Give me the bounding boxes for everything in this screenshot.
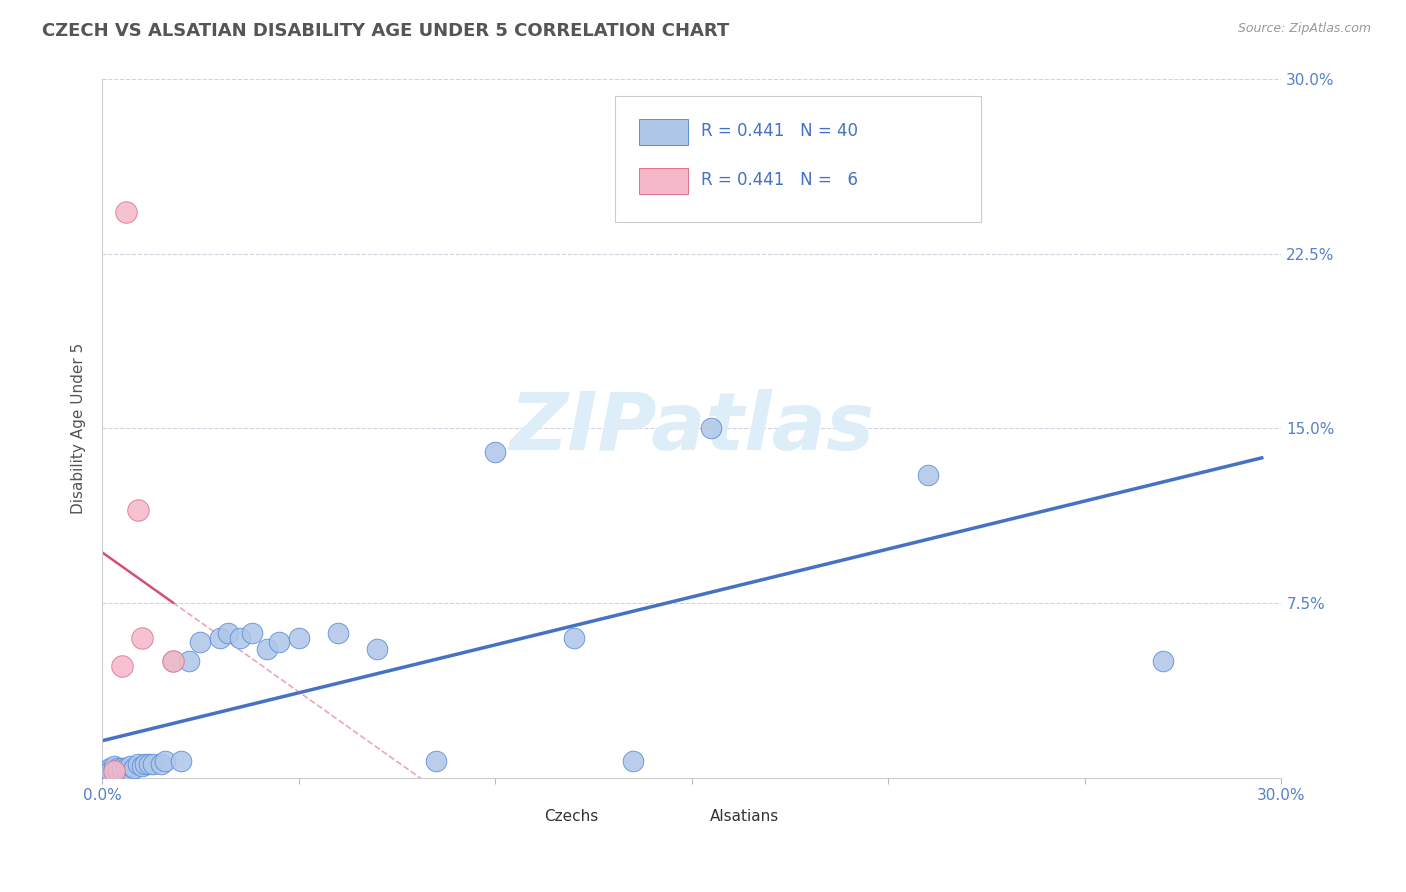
Point (229, 631, 252, 645)
Text: R = 0.441   N = 40: R = 0.441 N = 40 (702, 122, 858, 140)
FancyBboxPatch shape (668, 813, 702, 835)
Point (114, 761, 136, 775)
Point (621, 754, 644, 768)
FancyBboxPatch shape (503, 813, 536, 835)
Point (134, 756, 156, 771)
Point (131, 631, 153, 645)
Point (240, 626, 263, 640)
Point (98, 764, 121, 778)
Point (111, 658, 134, 673)
Point (217, 626, 239, 640)
Point (484, 444, 506, 458)
Point (103, 761, 125, 775)
Text: Alsatians: Alsatians (710, 809, 779, 824)
FancyBboxPatch shape (638, 168, 689, 194)
Point (138, 756, 160, 771)
Point (127, 502, 149, 516)
Point (107, 761, 129, 775)
Text: Source: ZipAtlas.com: Source: ZipAtlas.com (1237, 22, 1371, 36)
Point (190, 635, 212, 649)
Point (114, 204, 136, 219)
Point (700, 421, 723, 435)
Point (162, 654, 184, 668)
Point (1153, 654, 1175, 668)
Point (366, 642, 388, 657)
Point (131, 759, 153, 773)
Text: CZECH VS ALSATIAN DISABILITY AGE UNDER 5 CORRELATION CHART: CZECH VS ALSATIAN DISABILITY AGE UNDER 5… (42, 22, 730, 40)
Point (162, 654, 184, 668)
Point (267, 635, 290, 649)
Point (425, 754, 447, 768)
Point (122, 761, 145, 775)
Point (111, 764, 134, 778)
Point (111, 761, 134, 775)
FancyBboxPatch shape (616, 96, 981, 222)
Point (917, 467, 939, 482)
Point (103, 764, 125, 778)
Point (127, 756, 149, 771)
Point (107, 764, 129, 778)
Y-axis label: Disability Age Under 5: Disability Age Under 5 (72, 343, 86, 514)
Point (103, 759, 125, 773)
Point (209, 631, 232, 645)
Point (118, 764, 141, 778)
Point (287, 631, 309, 645)
Point (94, 764, 117, 778)
Point (170, 754, 193, 768)
Point (562, 631, 585, 645)
Point (98, 761, 121, 775)
Text: Czechs: Czechs (544, 809, 599, 824)
Point (256, 642, 278, 657)
Point (150, 756, 173, 771)
Point (326, 626, 349, 640)
Point (118, 759, 141, 773)
Text: ZIPatlas: ZIPatlas (509, 389, 875, 467)
Text: R = 0.441   N =   6: R = 0.441 N = 6 (702, 171, 858, 189)
FancyBboxPatch shape (638, 119, 689, 145)
Point (177, 654, 200, 668)
Point (153, 754, 176, 768)
Point (142, 756, 165, 771)
